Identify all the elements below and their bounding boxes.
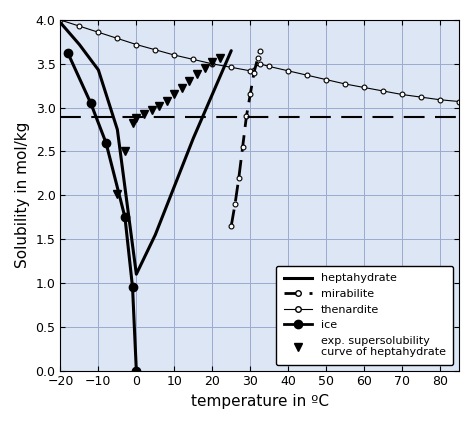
X-axis label: temperature in ºC: temperature in ºC [191,394,328,409]
Y-axis label: Solubility in mol/kg: Solubility in mol/kg [15,122,30,268]
Legend: heptahydrate, mirabilite, thenardite, ice, exp. supersolubility
curve of heptahy: heptahydrate, mirabilite, thenardite, ic… [276,266,454,365]
